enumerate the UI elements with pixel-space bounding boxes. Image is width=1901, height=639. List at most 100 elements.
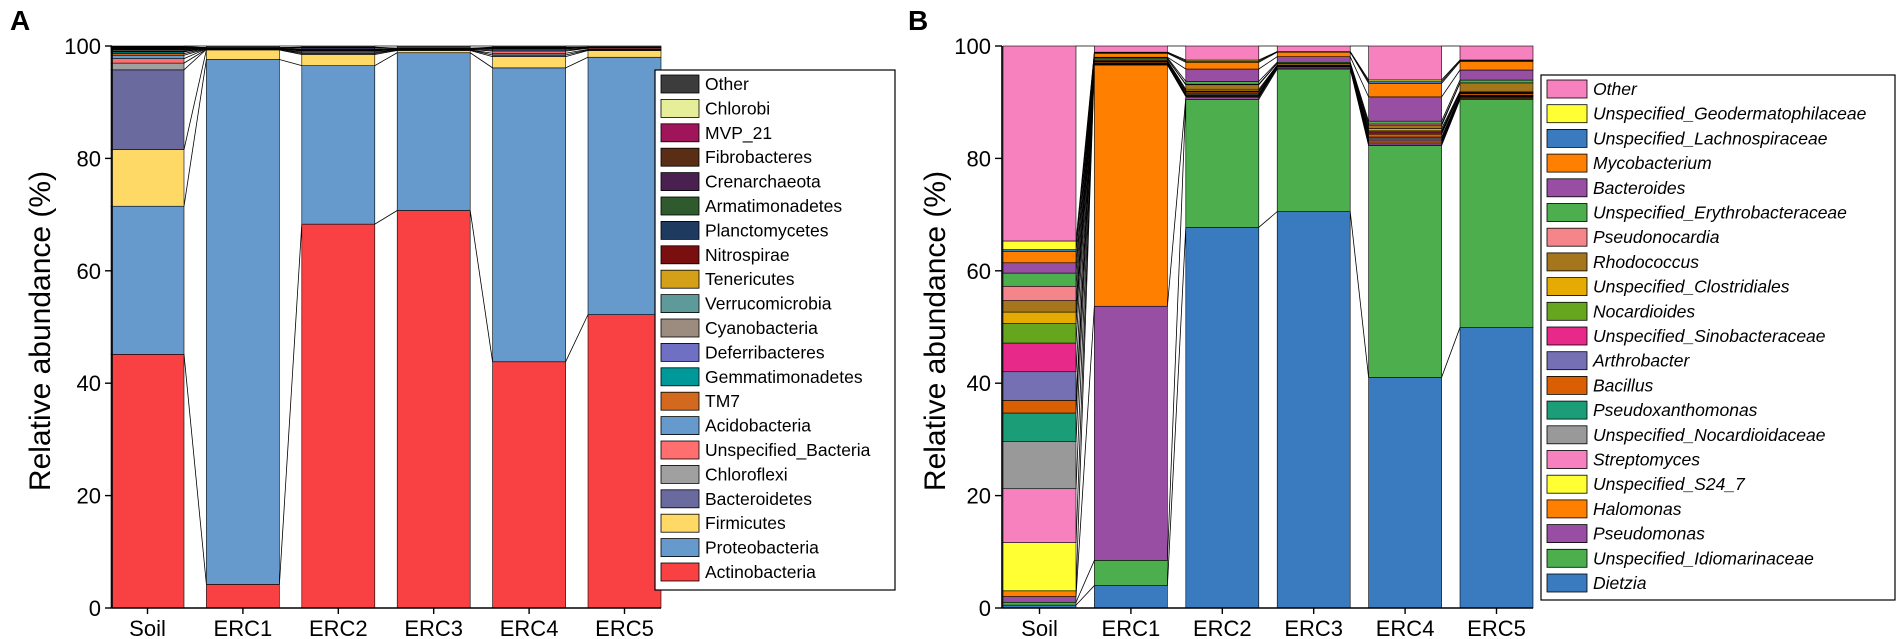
panel-b-legend-label: Pseudomonas: [1593, 524, 1705, 544]
panel-a-legend-label: Other: [705, 74, 749, 94]
panel-a-x-tick-label: Soil: [129, 616, 166, 639]
panel-b-legend-swatch: [1546, 400, 1588, 420]
panel-b-y-axis-label: Relative abundance (%): [919, 171, 952, 491]
panel-a-bar-segment-soil-acidobacteria: [110, 54, 185, 59]
panel-b-legend-swatch: [1546, 326, 1588, 346]
panel-a-connector-line: [279, 49, 302, 55]
panel-b-connector-line: [1349, 64, 1369, 129]
panel-b-bar-segment-soil-arthrobacter: [1002, 371, 1077, 401]
panel-a-bar-erc2: [301, 45, 376, 609]
panel-a-connector-line: [565, 314, 589, 362]
panel-b-legend-label: Mycobacterium: [1593, 153, 1712, 173]
panel-a-y-tick-label: 60: [77, 259, 101, 284]
panel-b-bar-segment-soil-unspecified_geodermatophilaceae: [1002, 240, 1077, 250]
panel-b-bar-segment-erc5-mycobacterium: [1459, 61, 1534, 71]
panel-a-connector-line: [374, 49, 398, 53]
panel-b-connector-line: [1349, 62, 1369, 122]
panel-b-bar-segment-erc2-mycobacterium: [1185, 61, 1260, 70]
panel-a-y-tick-label: 20: [77, 484, 101, 509]
panel-b-bar-segment-soil-unspecified_clostridiales: [1002, 311, 1077, 324]
panel-a-legend-swatch: [660, 245, 700, 265]
panel-a-legend-label: MVP_21: [705, 123, 772, 144]
panel-b-bar-segment-erc4-dietzia: [1368, 377, 1442, 609]
panel-a-legend-label: Cyanobacteria: [705, 318, 818, 338]
panel-b-bar-segment-soil-other: [1002, 45, 1077, 242]
panel-b-bar-segment-soil-pseudonocardia: [1002, 285, 1077, 301]
panel-a-connector-line: [374, 50, 398, 55]
panel-b-bar-segment-erc1-unspecified_idiomarinaceae: [1094, 560, 1168, 586]
panel-a-connector-line: [469, 210, 493, 362]
panel-a-legend-label: Planctomycetes: [705, 220, 829, 240]
panel-a-x-tick-label: ERC5: [595, 616, 654, 639]
panel-b-bar-segment-erc5-other: [1459, 45, 1534, 61]
panel-b-bar-segment-erc2-unspecified_erythrobacteraceae: [1185, 81, 1260, 85]
panel-b-bar-segment-erc2-other: [1185, 45, 1260, 61]
panel-a-bar-segment-erc5-actinobacteria: [587, 314, 662, 609]
panel-b-bar-erc5: [1459, 45, 1534, 609]
panel-a-connector-line: [183, 49, 207, 150]
panel-b-x-tick-label: ERC2: [1193, 616, 1252, 639]
panel-a-bar-segment-soil-other: [110, 45, 185, 47]
panel-a-connectors: [183, 45, 589, 585]
panel-a-bar-erc5: [587, 45, 662, 609]
panel-b-connector-line: [1258, 62, 1278, 82]
panel-b-connector-line: [1441, 61, 1461, 84]
panel-b-legend-label: Unspecified_Geodermatophilaceae: [1593, 104, 1867, 124]
panel-b-legend-swatch: [1546, 203, 1588, 222]
panel-b-connector-line: [1258, 67, 1278, 98]
panel-a-y-axis-label: Relative abundance (%): [24, 171, 57, 491]
panel-a-bar-segment-soil-unspecified_bacteria: [110, 58, 185, 64]
panel-b-connector-line: [1167, 56, 1187, 70]
panel-b-connector-line: [1258, 63, 1278, 85]
panel-a-connector-line: [183, 47, 207, 53]
panel-b-bar-segment-erc4-bacteroides: [1368, 96, 1442, 122]
panel-a-connector-line: [279, 48, 302, 51]
panel-b-connector-line: [1167, 227, 1187, 586]
panel-b-bar-segment-soil-pseudomonas: [1002, 596, 1077, 603]
panel-a-connector-line: [183, 59, 207, 207]
panel-b-legend-label: Unspecified_Idiomarinaceae: [1593, 548, 1814, 568]
panel-a-legend-label: TM7: [705, 391, 740, 411]
panel-b-bar-segment-erc1-pseudomonas: [1094, 305, 1168, 561]
panel-b-bar-erc2: [1185, 45, 1260, 609]
panel-b-x-tick-label: ERC5: [1467, 616, 1526, 639]
panel-a-legend-swatch: [660, 74, 700, 94]
panel-b: B Relative abundance (%) 0 20 40 60 80 100 Soi…: [908, 5, 1896, 639]
panel-a-legend-swatch: [660, 318, 700, 338]
panel-b-bar-segment-soil-bacteroides: [1002, 262, 1077, 274]
panel-a-connector-line: [469, 52, 493, 69]
panel-a-connector-line: [374, 46, 398, 49]
panel-a-bar-segment-erc1-actinobacteria: [206, 584, 280, 609]
panel-a-bar-segment-erc4-other: [492, 45, 566, 48]
panel-b-connector-line: [1075, 585, 1095, 606]
panel-a-bar-segment-erc2-other: [301, 45, 376, 48]
panel-b-x-tick-label: ERC1: [1102, 616, 1161, 639]
panel-b-bar-segment-erc3-mycobacterium: [1276, 51, 1351, 57]
panel-b-connector-line: [1075, 306, 1095, 597]
panel-b-legend-label: Unspecified_Erythrobacteraceae: [1593, 203, 1847, 223]
panel-b-x-tick-label: Soil: [1021, 616, 1058, 639]
panel-b-connector-line: [1349, 56, 1369, 98]
panel-a-connector-line: [374, 52, 398, 67]
panel-b-legend-swatch: [1546, 227, 1588, 247]
panel-a-connector-line: [565, 56, 589, 69]
panel-b-connector-line: [1258, 65, 1278, 94]
panel-b-connector-line: [1167, 52, 1186, 62]
panel-b-bar-segment-erc4-mycobacterium: [1368, 83, 1442, 98]
panel-a-legend-label: Chlorobi: [705, 98, 770, 118]
panel-b-legend-label: Bacillus: [1593, 375, 1654, 395]
panel-b-x-tick-label: ERC3: [1284, 616, 1343, 639]
panel-b-legend-label: Unspecified_Clostridiales: [1593, 277, 1790, 297]
panel-a-legend-label: Crenarchaeota: [705, 172, 821, 192]
panel-a-connector-line: [183, 48, 207, 56]
panel-a-connector-line: [470, 50, 493, 58]
panel-a-x-tick-label: ERC3: [404, 616, 463, 639]
panel-a-connector-line: [374, 210, 398, 225]
panel-b-bar-segment-soil-unspecified_idiomarinaceae: [1002, 601, 1077, 606]
panel-a-bar-segment-erc4-actinobacteria: [492, 361, 566, 609]
panel-b-bar-segment-soil-nocardioides: [1002, 323, 1077, 344]
panel-b-legend-label: Pseudoxanthomonas: [1593, 400, 1758, 420]
panel-b-connector-line: [1349, 51, 1369, 81]
panel-b-bar-erc3: [1276, 45, 1351, 609]
panel-a-bar-segment-erc3-actinobacteria: [396, 210, 471, 609]
